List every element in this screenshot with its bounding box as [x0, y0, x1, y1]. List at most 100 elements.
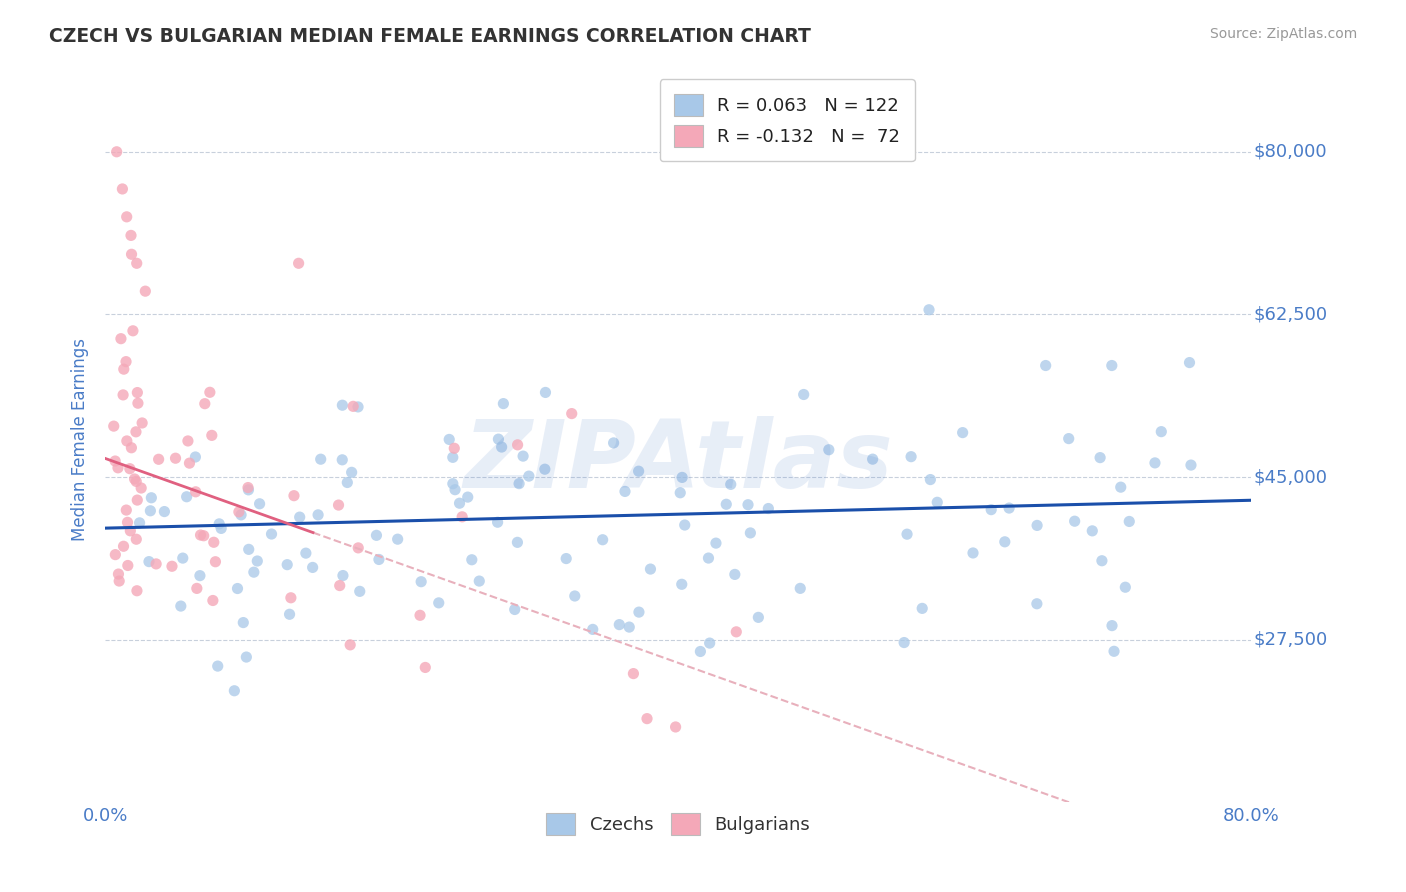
Point	[131, 416, 153, 430]
Point	[125, 475, 148, 489]
Point	[117, 516, 139, 530]
Point	[789, 582, 811, 596]
Point	[328, 498, 350, 512]
Point	[139, 504, 162, 518]
Point	[1143, 456, 1166, 470]
Point	[506, 535, 529, 549]
Point	[339, 638, 361, 652]
Point	[444, 483, 467, 497]
Point	[112, 362, 135, 376]
Point	[368, 552, 391, 566]
Point	[998, 501, 1021, 516]
Point	[451, 509, 474, 524]
Point	[160, 559, 183, 574]
Point	[1114, 580, 1136, 594]
Point	[153, 505, 176, 519]
Point	[204, 555, 226, 569]
Text: $80,000: $80,000	[1254, 143, 1327, 161]
Point	[900, 450, 922, 464]
Point	[276, 558, 298, 572]
Point	[336, 475, 359, 490]
Point	[716, 497, 738, 511]
Point	[134, 284, 156, 298]
Point	[349, 584, 371, 599]
Point	[1057, 432, 1080, 446]
Point	[665, 720, 688, 734]
Point	[920, 473, 942, 487]
Point	[176, 490, 198, 504]
Point	[508, 476, 530, 491]
Point	[724, 567, 747, 582]
Point	[671, 577, 693, 591]
Point	[309, 452, 332, 467]
Point	[107, 567, 129, 582]
Point	[911, 601, 934, 615]
Point	[793, 387, 815, 401]
Point	[111, 182, 134, 196]
Point	[952, 425, 974, 440]
Point	[1025, 597, 1047, 611]
Point	[125, 256, 148, 270]
Point	[127, 396, 149, 410]
Point	[198, 385, 221, 400]
Point	[486, 515, 509, 529]
Point	[1101, 618, 1123, 632]
Point	[1178, 355, 1201, 369]
Point	[640, 562, 662, 576]
Point	[127, 385, 149, 400]
Point	[128, 516, 150, 530]
Point	[104, 454, 127, 468]
Point	[697, 551, 720, 566]
Point	[288, 510, 311, 524]
Point	[224, 683, 246, 698]
Point	[457, 490, 479, 504]
Point	[238, 483, 260, 497]
Point	[503, 602, 526, 616]
Point	[918, 302, 941, 317]
Point	[115, 434, 138, 448]
Point	[441, 476, 464, 491]
Point	[1150, 425, 1173, 439]
Point	[179, 456, 201, 470]
Point	[517, 469, 540, 483]
Point	[534, 385, 557, 400]
Point	[121, 247, 143, 261]
Point	[387, 532, 409, 546]
Point	[120, 524, 142, 538]
Point	[148, 452, 170, 467]
Point	[177, 434, 200, 448]
Point	[347, 400, 370, 414]
Point	[307, 508, 329, 522]
Point	[283, 489, 305, 503]
Point	[138, 555, 160, 569]
Point	[172, 551, 194, 566]
Point	[927, 495, 949, 509]
Point	[623, 666, 645, 681]
Point	[120, 228, 142, 243]
Point	[534, 462, 557, 476]
Point	[118, 461, 141, 475]
Point	[561, 407, 583, 421]
Point	[1088, 450, 1111, 465]
Point	[129, 481, 152, 495]
Point	[725, 624, 748, 639]
Point	[202, 535, 225, 549]
Point	[555, 551, 578, 566]
Point	[704, 536, 727, 550]
Point	[756, 501, 779, 516]
Point	[246, 554, 269, 568]
Point	[127, 493, 149, 508]
Point	[427, 596, 450, 610]
Point	[342, 400, 364, 414]
Point	[994, 534, 1017, 549]
Point	[443, 442, 465, 456]
Point	[1101, 359, 1123, 373]
Point	[740, 525, 762, 540]
Point	[184, 450, 207, 464]
Point	[673, 518, 696, 533]
Point	[330, 452, 353, 467]
Point	[468, 574, 491, 588]
Point	[188, 568, 211, 582]
Point	[260, 527, 283, 541]
Point	[125, 425, 148, 439]
